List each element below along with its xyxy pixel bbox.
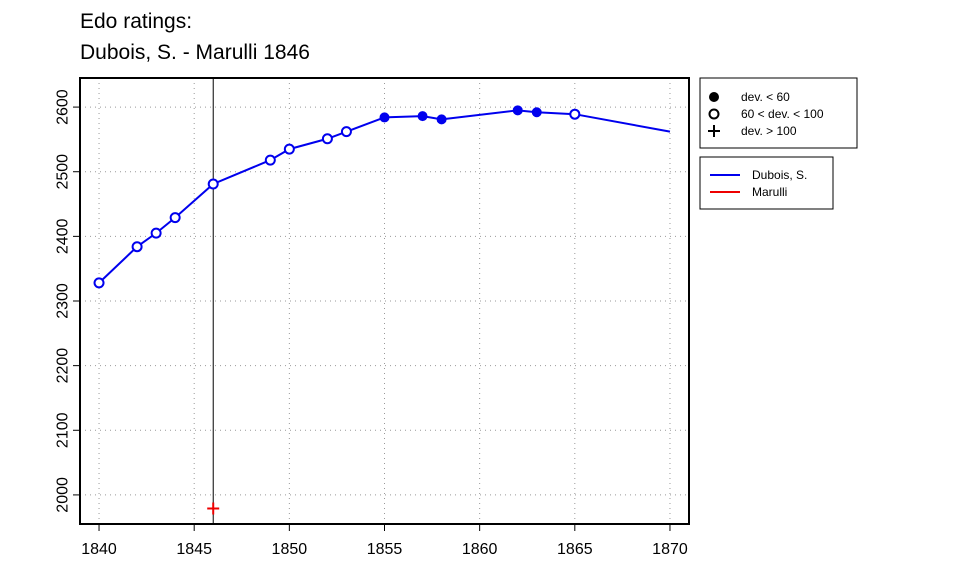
- legend-deviation: dev. < 60 60 < dev. < 100 dev. > 100: [699, 77, 858, 149]
- chart-title-line-2: Dubois, S. - Marulli 1846: [80, 41, 310, 64]
- x-axis: 1840 1845 1850 1855 1860 1865 1870: [81, 523, 688, 558]
- data-point: [512, 105, 523, 116]
- series-line: [98, 109, 671, 284]
- data-point: [436, 114, 447, 125]
- data-point: [379, 112, 390, 123]
- data-point: [569, 108, 581, 120]
- legend-label: Dubois, S.: [752, 168, 807, 182]
- series-marulli: [207, 502, 220, 515]
- legend-label: dev. < 60: [741, 90, 790, 104]
- x-tick-label: 1865: [557, 541, 593, 558]
- x-tick-label: 1840: [81, 541, 117, 558]
- data-point: [340, 126, 352, 138]
- data-point: [150, 227, 162, 239]
- data-point: [169, 212, 181, 224]
- y-tick-label: 2200: [55, 348, 72, 384]
- data-point: [321, 133, 333, 145]
- grid: [80, 78, 689, 524]
- legend-label: 60 < dev. < 100: [741, 107, 824, 121]
- series-dubois: [93, 105, 671, 289]
- x-tick-label: 1855: [367, 541, 403, 558]
- series-layer: [93, 105, 671, 515]
- y-tick-label: 2300: [55, 283, 72, 319]
- data-point: [207, 178, 219, 190]
- y-tick-label: 2400: [55, 218, 72, 254]
- data-point: [283, 143, 295, 155]
- y-axis: 2000 2100 2200 2300 2400 2500 2600: [55, 89, 81, 513]
- y-tick-label: 2000: [55, 477, 72, 513]
- data-point: [93, 277, 105, 289]
- legend-label: dev. > 100: [741, 124, 797, 138]
- chart-title-line-1: Edo ratings:: [80, 10, 193, 33]
- plot-frame: [79, 77, 690, 525]
- legend-symbol: [708, 125, 720, 137]
- legend-box: [699, 77, 858, 149]
- data-point: [207, 502, 220, 515]
- x-tick-label: 1850: [272, 541, 308, 558]
- legend-symbol: [708, 108, 720, 120]
- legend-symbol: [709, 92, 719, 102]
- y-tick-label: 2500: [55, 154, 72, 190]
- data-point: [417, 111, 428, 122]
- data-point: [131, 241, 143, 253]
- y-tick-label: 2600: [55, 89, 72, 125]
- y-tick-label: 2100: [55, 412, 72, 448]
- data-point: [264, 154, 276, 166]
- x-tick-label: 1870: [652, 541, 688, 558]
- legend-box: [699, 156, 834, 210]
- data-point: [531, 107, 542, 118]
- x-tick-label: 1845: [176, 541, 212, 558]
- legend-label: Marulli: [752, 185, 787, 199]
- legend-players: Dubois, S. Marulli: [699, 156, 834, 210]
- x-tick-label: 1860: [462, 541, 498, 558]
